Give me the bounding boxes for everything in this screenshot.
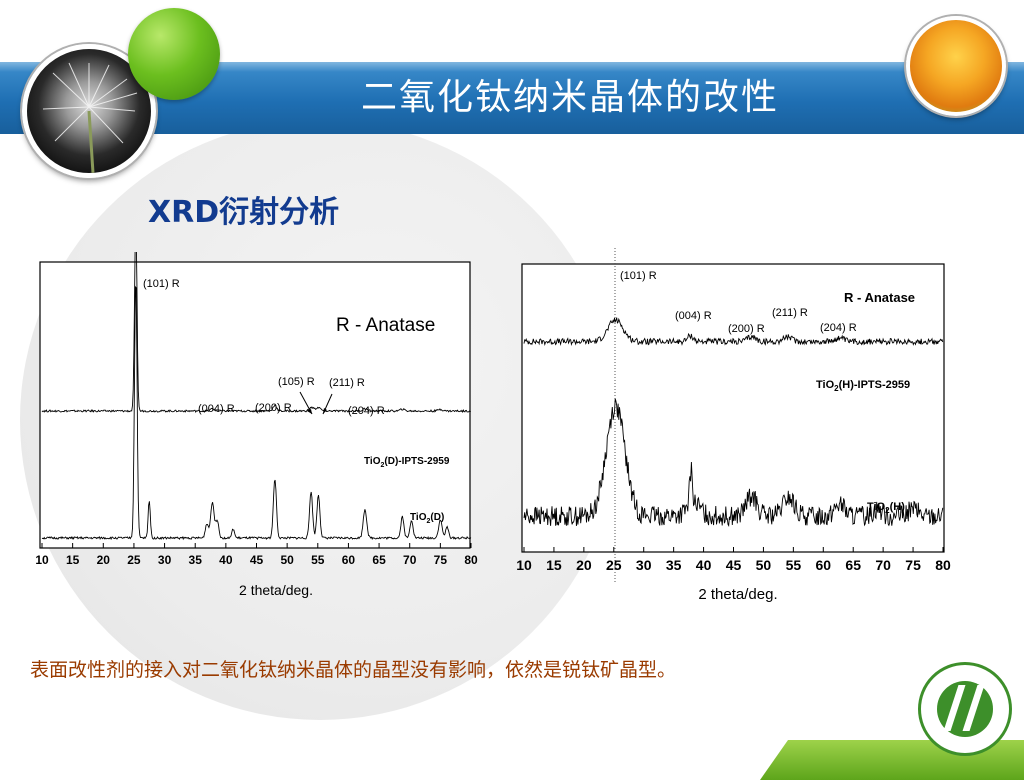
x-tick-label: 60 [815, 557, 831, 573]
series-line [523, 317, 944, 347]
annotation-204: (204) R [820, 322, 857, 334]
x-tick-label: 75 [905, 557, 921, 573]
x-tick-label: 40 [219, 553, 233, 567]
x-tick-label: 80 [935, 557, 951, 573]
x-tick-label: 60 [342, 553, 356, 567]
series-label-tio2-d-ipts: TiO2(D)-IPTS-2959 [364, 456, 450, 469]
x-tick-label: 35 [666, 557, 682, 573]
phase-label: R - Anatase [336, 315, 435, 336]
x-tick-label: 50 [756, 557, 772, 573]
series-label-tio2-d: TiO2(D) [410, 512, 444, 525]
annotation-200: (200) R [728, 323, 765, 335]
x-tick-label: 55 [786, 557, 802, 573]
x-tick-label: 70 [875, 557, 891, 573]
annotation-211: (211) R [329, 377, 365, 389]
x-tick-label: 10 [35, 553, 49, 567]
x-tick-label: 20 [97, 553, 111, 567]
annotation-004: (004) R [198, 403, 235, 415]
slide-caption: 表面改性剂的接入对二氧化钛纳米晶体的晶型没有影响，依然是锐钛矿晶型。 [30, 659, 677, 681]
x-tick-label: 50 [280, 553, 294, 567]
x-tick-label: 80 [464, 553, 478, 567]
tick-group: 10 15 20 25 30 35 40 45 50 55 60 65 70 75 80 [516, 547, 951, 573]
series-line [523, 398, 944, 527]
x-tick-label: 65 [845, 557, 861, 573]
xrd-chart-right: 10 15 20 25 30 35 40 45 50 55 60 65 70 75 80 (101) R R… [516, 248, 951, 603]
green-ball-decoration [128, 8, 220, 100]
x-tick-label: 25 [127, 553, 141, 567]
x-tick-label: 25 [606, 557, 622, 573]
annotation-211: (211) R [772, 307, 808, 319]
x-tick-label: 30 [636, 557, 652, 573]
university-logo [918, 662, 1012, 756]
xrd-chart-left: 10 15 20 25 30 35 40 45 50 55 60 65 70 75 80 R - Anata… [35, 252, 478, 598]
x-tick-label: 10 [516, 557, 532, 573]
x-axis-label: 2 theta/deg. [698, 586, 777, 603]
slide-subtitle: XRD衍射分析 [148, 195, 340, 230]
series-label-tio2-h-ipts: TiO2(H)-IPTS-2959 [816, 379, 910, 393]
x-tick-label: 45 [250, 553, 264, 567]
x-tick-label: 75 [434, 553, 448, 567]
x-tick-label: 30 [158, 553, 172, 567]
x-tick-label: 45 [726, 557, 742, 573]
slide-title: 二氧化钛纳米晶体的改性 [360, 77, 779, 118]
x-axis-label: 2 theta/deg. [239, 582, 313, 598]
series-group [41, 252, 472, 541]
series-line [41, 252, 471, 414]
annotation-200: (200) R [255, 402, 292, 414]
x-tick-label: 20 [576, 557, 592, 573]
tick-group: 10 15 20 25 30 35 40 45 50 55 60 65 70 75 80 [35, 543, 478, 567]
plot-frame [521, 263, 945, 553]
annotation-204: (204) R [348, 405, 385, 417]
series-line [41, 285, 472, 541]
x-tick-label: 70 [403, 553, 417, 567]
x-tick-label: 15 [66, 553, 80, 567]
arrow-105-head [307, 409, 312, 414]
annotation-101: (101) R [620, 270, 657, 282]
series-group [523, 317, 944, 527]
x-tick-label: 35 [189, 553, 203, 567]
x-tick-label: 55 [311, 553, 325, 567]
x-tick-label: 65 [372, 553, 386, 567]
annotation-105: (105) R [278, 376, 315, 388]
series-label-tio2-h: TiO2(H) [867, 501, 905, 515]
arrow-211-head [323, 408, 327, 414]
plot-frame [39, 261, 471, 549]
x-tick-label: 40 [696, 557, 712, 573]
phase-label: R - Anatase [844, 290, 915, 305]
annotation-101: (101) R [143, 278, 180, 290]
annotation-004: (004) R [675, 310, 712, 322]
x-tick-label: 15 [546, 557, 562, 573]
flower-photo [906, 16, 1006, 116]
